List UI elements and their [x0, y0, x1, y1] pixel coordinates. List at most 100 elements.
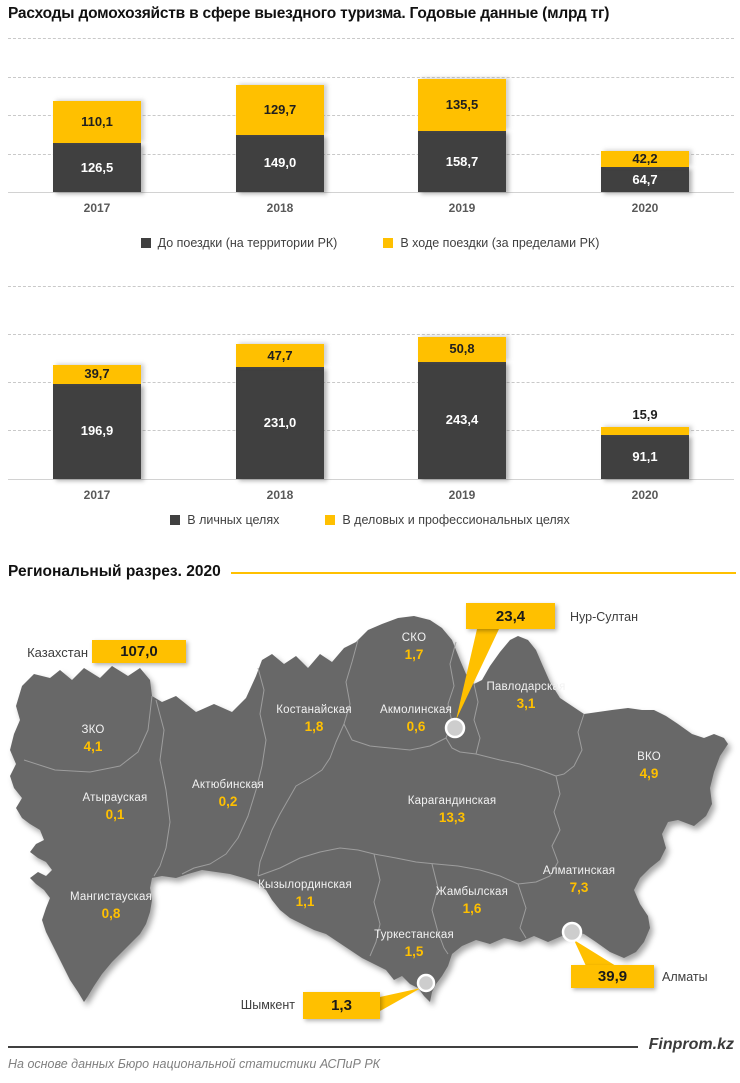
region-value: 4,1 — [83, 739, 103, 754]
bar-segment-yellow — [418, 336, 506, 362]
callout-value-2: 1,3 — [331, 997, 352, 1014]
legend-item: В деловых и профессиональных целях — [325, 513, 570, 527]
axis-label-year: 2018 — [266, 201, 294, 215]
city-label-shymkent: Шымкент — [240, 998, 295, 1012]
bar-value-label: 39,7 — [84, 366, 110, 382]
bar-segment-dark — [236, 134, 324, 192]
axis-label-year: 2017 — [83, 488, 111, 502]
region-name: Кызылординская — [258, 879, 352, 891]
legend-item: До поездки (на территории РК) — [140, 236, 337, 250]
legend-swatch-yellow — [325, 515, 336, 525]
section-rule — [230, 572, 736, 574]
gridline — [8, 154, 734, 155]
callout-value-0: 23,4 — [495, 607, 526, 625]
region-value: 1,8 — [304, 719, 324, 734]
bar-value-label: 42,2 — [632, 151, 658, 167]
region-value: 13,3 — [438, 810, 466, 825]
bar-segment-dark — [418, 361, 506, 479]
region-value: 0,6 — [406, 719, 426, 734]
x-axis-line — [8, 479, 734, 480]
region-value: 3,1 — [516, 696, 536, 711]
bar-segment-dark — [418, 131, 506, 192]
country-value-box: 107,0 — [92, 640, 186, 663]
region-value: 0,1 — [105, 807, 125, 822]
map-region-label: Жамбылская 1,6 — [436, 886, 508, 916]
region-name: ЗКО — [81, 724, 105, 736]
legend-chart1: До поездки (на территории РК) В ходе пое… — [0, 236, 740, 250]
bar-segment-dark — [53, 383, 141, 479]
gridline — [8, 38, 734, 39]
legend-chart2: В личных целях В деловых и профессиональ… — [0, 513, 740, 527]
kazakhstan-map — [10, 616, 728, 1011]
bar-value-label: 47,7 — [267, 347, 293, 363]
bar-value-label: 15,9 — [632, 407, 658, 423]
bar-segment-yellow — [53, 364, 141, 384]
callout-pointer-nur-sultan — [456, 629, 499, 720]
bar-segment-yellow — [53, 101, 141, 144]
section-title: Региональный разрез. 2020 — [8, 563, 221, 580]
region-name: Атырауская — [82, 792, 148, 804]
bar-value-label: 135,5 — [445, 97, 479, 113]
bar-value-label: 110,1 — [81, 114, 113, 130]
axis-label-year: 2020 — [631, 201, 659, 215]
legend-label: В деловых и профессиональных целях — [342, 513, 570, 527]
city-marker-shymkent — [416, 973, 436, 993]
axis-label-year: 2018 — [266, 488, 294, 502]
x-axis-line — [8, 192, 734, 193]
footer-rule — [8, 1046, 638, 1048]
bar-segment-yellow — [601, 427, 689, 436]
map-region-label: Туркестанская 1,5 — [374, 929, 454, 959]
map-region-label: Кызылординская 1,1 — [258, 879, 352, 909]
region-value: 1,1 — [295, 894, 315, 909]
map-region-label: ВКО 4,9 — [637, 751, 661, 781]
bar-value-label: 91,1 — [632, 449, 658, 464]
legend-label: В ходе поездки (за пределами РК) — [400, 236, 600, 250]
bar-segment-yellow — [601, 150, 689, 168]
bar-segment-dark — [601, 167, 689, 192]
callout-pointer-almaty — [574, 940, 616, 966]
region-name: ВКО — [637, 751, 661, 763]
region-value: 1,6 — [462, 901, 482, 916]
region-value: 0,2 — [218, 794, 238, 809]
region-name: Мангистауская — [69, 891, 153, 903]
region-name: Алматинская — [542, 865, 616, 877]
country-value: 107,0 — [120, 643, 158, 660]
region-value: 7,3 — [569, 880, 589, 895]
region-name: Жамбылская — [435, 886, 509, 898]
legend-item: В личных целях — [170, 513, 279, 527]
region-name: СКО — [401, 632, 427, 644]
city-label-nur-sultan: Нур-Султан — [570, 610, 638, 624]
city-marker-nur-sultan — [444, 717, 466, 739]
city-label-almaty: Алматы — [662, 970, 708, 984]
callout-box-shymkent: 1,3 — [303, 992, 380, 1019]
region-name: Акмолинская — [379, 704, 453, 716]
legend-item: В ходе поездки (за пределами РК) — [383, 236, 599, 250]
map-region-label: Алматинская 7,3 — [543, 865, 615, 895]
gridline — [8, 77, 734, 78]
callout-box-almaty: 39,9 — [571, 965, 654, 988]
page-title: Расходы домохозяйств в сфере выездного т… — [8, 5, 610, 22]
map-region-label: Костанайская 1,8 — [276, 704, 352, 734]
region-name: Карагандинская — [407, 795, 497, 807]
brand-logo: Finprom.kz — [648, 1036, 734, 1053]
region-name: Актюбинская — [192, 779, 264, 791]
city-marker-almaty — [561, 921, 583, 943]
legend-swatch-yellow — [383, 238, 394, 248]
gridline — [8, 382, 734, 383]
legend-swatch-dark — [140, 238, 151, 248]
bar-value-label: 50,8 — [449, 341, 475, 357]
region-value: 4,9 — [639, 766, 659, 781]
bar-value-label: 196,9 — [80, 423, 114, 439]
map-region-label: Мангистауская 0,8 — [70, 891, 152, 921]
bar-value-label: 243,4 — [445, 412, 479, 428]
country-label: Казахстан — [27, 645, 88, 660]
bar-segment-yellow — [236, 344, 324, 368]
region-name: Костанайская — [276, 704, 352, 716]
bar-value-label: 126,5 — [80, 159, 114, 175]
bar-segment-dark — [601, 435, 689, 479]
bar-value-label: 64,7 — [632, 171, 658, 187]
legend-label: В личных целях — [187, 513, 280, 527]
bar-value-label: 231,0 — [263, 415, 297, 431]
gridline — [8, 286, 734, 287]
